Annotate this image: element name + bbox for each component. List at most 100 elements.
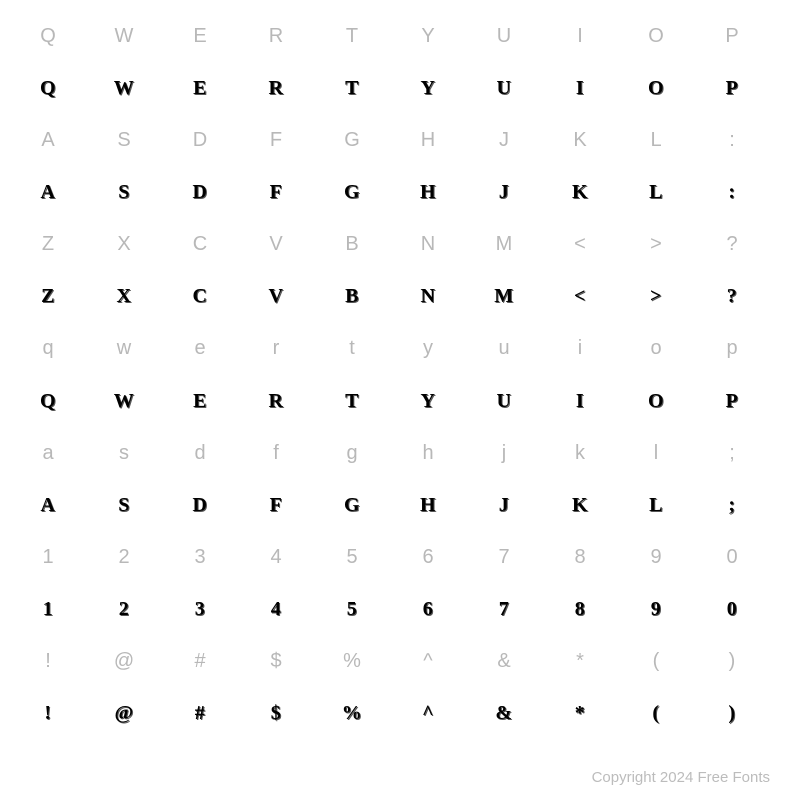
reference-char: X xyxy=(86,219,162,271)
reference-char: Z xyxy=(10,219,86,271)
reference-char: & xyxy=(466,636,542,688)
copyright-footer: Copyright 2024 Free Fonts xyxy=(592,769,770,786)
reference-char: ; xyxy=(694,427,770,479)
reference-char: W xyxy=(86,10,162,62)
font-glyph: Y xyxy=(390,375,466,427)
font-glyph: L xyxy=(618,479,694,531)
font-glyph: ^ xyxy=(390,688,466,740)
font-glyph: Q xyxy=(10,375,86,427)
reference-char: 7 xyxy=(466,531,542,583)
font-glyph: E xyxy=(162,62,238,114)
reference-char: y xyxy=(390,323,466,375)
reference-char: $ xyxy=(238,636,314,688)
font-glyph: W xyxy=(86,62,162,114)
reference-char: : xyxy=(694,114,770,166)
font-glyph: & xyxy=(466,688,542,740)
reference-char: > xyxy=(618,219,694,271)
font-glyph: G xyxy=(314,479,390,531)
reference-char: t xyxy=(314,323,390,375)
reference-char: B xyxy=(314,219,390,271)
font-glyph: 3 xyxy=(162,584,238,636)
reference-char: L xyxy=(618,114,694,166)
reference-char: T xyxy=(314,10,390,62)
reference-char: d xyxy=(162,427,238,479)
font-glyph: J xyxy=(466,166,542,218)
font-glyph: N xyxy=(390,271,466,323)
font-glyph: 1 xyxy=(10,584,86,636)
reference-char: U xyxy=(466,10,542,62)
reference-char: D xyxy=(162,114,238,166)
font-glyph: $ xyxy=(238,688,314,740)
font-glyph: * xyxy=(542,688,618,740)
font-glyph: ? xyxy=(694,271,770,323)
reference-char: K xyxy=(542,114,618,166)
font-glyph: Z xyxy=(10,271,86,323)
font-glyph: 2 xyxy=(86,584,162,636)
reference-char: N xyxy=(390,219,466,271)
font-glyph: J xyxy=(466,479,542,531)
reference-char: a xyxy=(10,427,86,479)
reference-char: F xyxy=(238,114,314,166)
reference-char: p xyxy=(694,323,770,375)
reference-char: V xyxy=(238,219,314,271)
reference-char: I xyxy=(542,10,618,62)
reference-char: 4 xyxy=(238,531,314,583)
font-glyph: I xyxy=(542,62,618,114)
reference-char: C xyxy=(162,219,238,271)
font-glyph: ; xyxy=(694,479,770,531)
reference-char: G xyxy=(314,114,390,166)
reference-char: k xyxy=(542,427,618,479)
reference-char: l xyxy=(618,427,694,479)
font-glyph: G xyxy=(314,166,390,218)
reference-char: E xyxy=(162,10,238,62)
reference-char: < xyxy=(542,219,618,271)
font-glyph: ! xyxy=(10,688,86,740)
font-glyph: 5 xyxy=(314,584,390,636)
reference-char: ^ xyxy=(390,636,466,688)
font-glyph: # xyxy=(162,688,238,740)
font-glyph: D xyxy=(162,166,238,218)
reference-char: g xyxy=(314,427,390,479)
reference-char: O xyxy=(618,10,694,62)
reference-char: % xyxy=(314,636,390,688)
font-glyph: U xyxy=(466,375,542,427)
font-glyph: X xyxy=(86,271,162,323)
font-glyph: 6 xyxy=(390,584,466,636)
font-glyph: U xyxy=(466,62,542,114)
reference-char: q xyxy=(10,323,86,375)
reference-char: ( xyxy=(618,636,694,688)
reference-char: J xyxy=(466,114,542,166)
font-glyph: O xyxy=(618,62,694,114)
reference-char: S xyxy=(86,114,162,166)
font-glyph: ( xyxy=(618,688,694,740)
font-glyph: F xyxy=(238,166,314,218)
reference-char: * xyxy=(542,636,618,688)
font-glyph: % xyxy=(314,688,390,740)
reference-char: 0 xyxy=(694,531,770,583)
font-glyph: : xyxy=(694,166,770,218)
reference-char: A xyxy=(10,114,86,166)
reference-char: u xyxy=(466,323,542,375)
reference-char: 6 xyxy=(390,531,466,583)
font-glyph: T xyxy=(314,62,390,114)
font-glyph: H xyxy=(390,479,466,531)
font-glyph: P xyxy=(694,62,770,114)
reference-char: o xyxy=(618,323,694,375)
reference-char: w xyxy=(86,323,162,375)
font-glyph: 8 xyxy=(542,584,618,636)
font-glyph: Q xyxy=(10,62,86,114)
reference-char: 3 xyxy=(162,531,238,583)
reference-char: ? xyxy=(694,219,770,271)
font-glyph: @ xyxy=(86,688,162,740)
reference-char: h xyxy=(390,427,466,479)
reference-char: f xyxy=(238,427,314,479)
font-glyph: D xyxy=(162,479,238,531)
font-glyph: 0 xyxy=(694,584,770,636)
font-glyph: S xyxy=(86,479,162,531)
font-glyph: B xyxy=(314,271,390,323)
font-glyph: < xyxy=(542,271,618,323)
reference-char: i xyxy=(542,323,618,375)
reference-char: Y xyxy=(390,10,466,62)
reference-char: j xyxy=(466,427,542,479)
font-glyph: C xyxy=(162,271,238,323)
